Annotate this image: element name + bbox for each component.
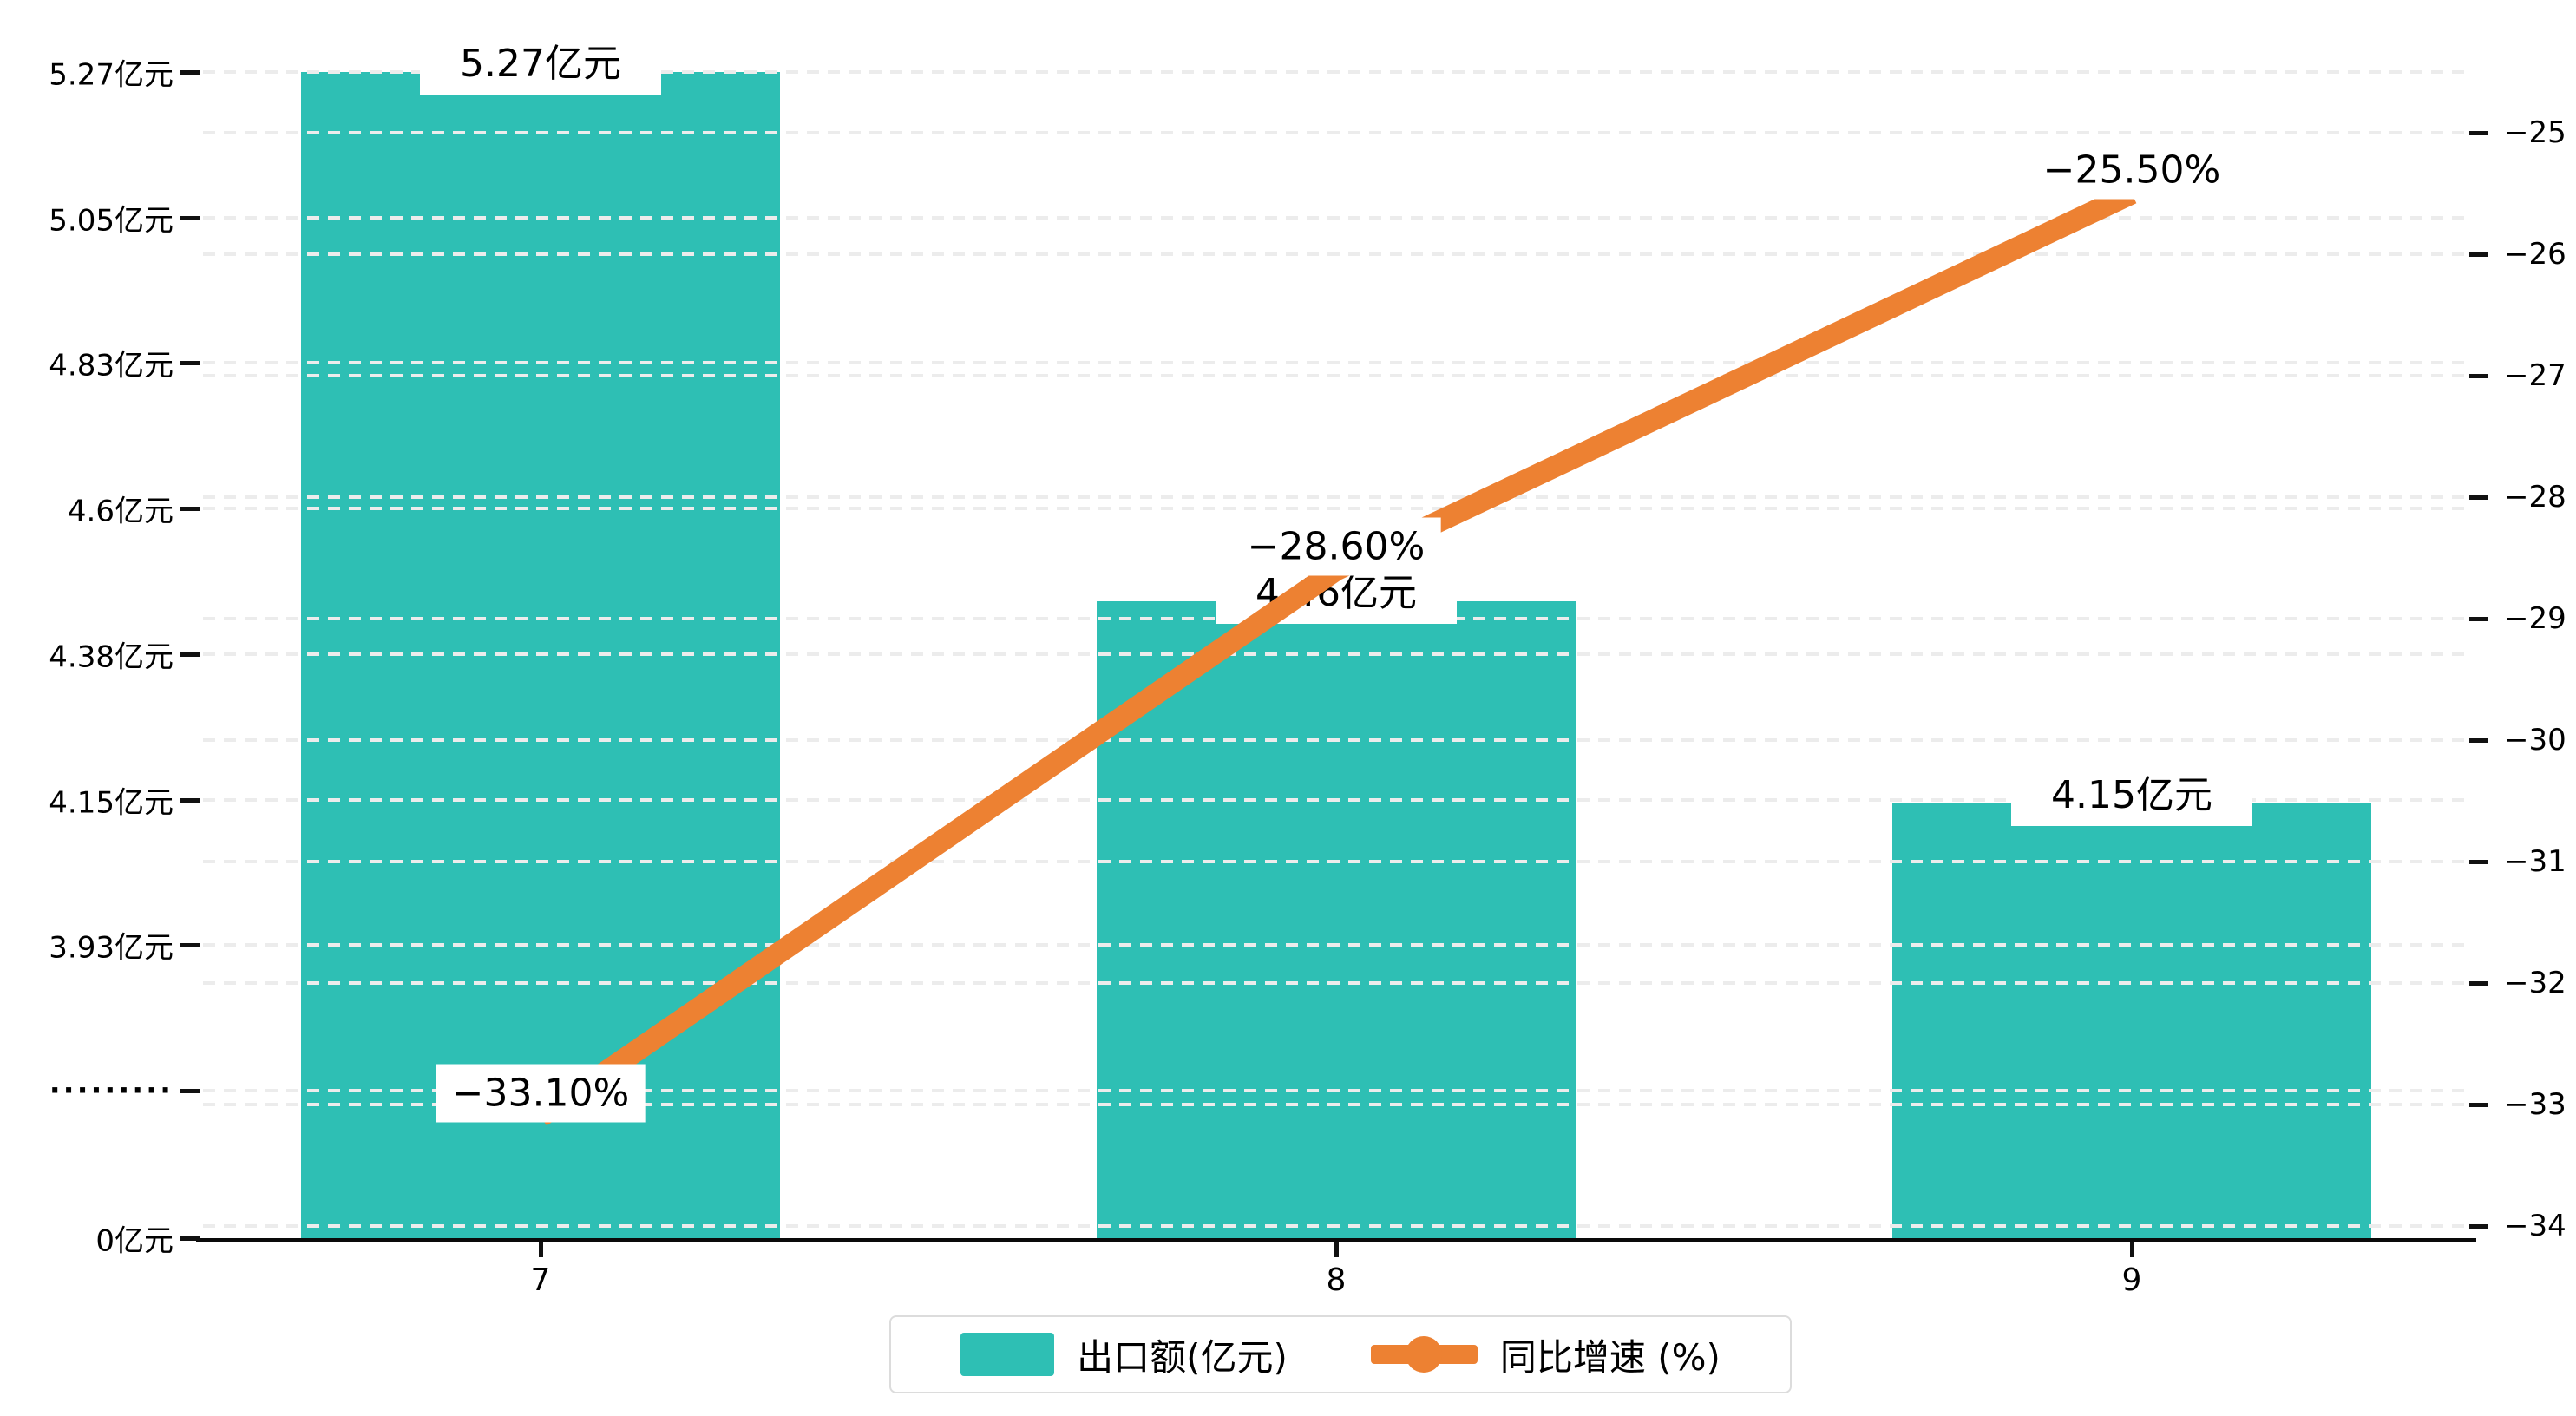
left-axis-tick xyxy=(180,507,200,511)
left-axis-tick-label: 4.6亿元 xyxy=(67,494,174,529)
right-axis-tick-label: −27 xyxy=(2504,358,2566,393)
x-axis-tick xyxy=(539,1242,543,1257)
x-axis-tick xyxy=(1334,1242,1339,1257)
left-axis-tick xyxy=(180,1236,200,1241)
bar-month-9[interactable] xyxy=(1892,803,2371,1238)
x-axis-category-label: 7 xyxy=(530,1262,551,1298)
right-axis-tick xyxy=(2469,981,2488,986)
right-axis-tick xyxy=(2469,1224,2488,1229)
right-axis-tick-label: −32 xyxy=(2504,966,2566,1000)
right-axis-tick-label: −28 xyxy=(2504,480,2566,515)
right-axis-tick xyxy=(2469,131,2488,135)
right-axis-tick-label: −30 xyxy=(2504,723,2566,757)
x-axis-tick xyxy=(2130,1242,2134,1257)
bar-month-7[interactable] xyxy=(301,72,780,1238)
right-axis-tick-label: −31 xyxy=(2504,844,2566,879)
left-axis-tick-label: 5.27亿元 xyxy=(49,57,174,93)
x-axis-category-label: 8 xyxy=(1326,1262,1347,1298)
left-axis-tick-label: 0亿元 xyxy=(95,1223,174,1259)
right-axis-tick xyxy=(2469,252,2488,257)
left-axis-tick-label: ········· xyxy=(49,1073,174,1108)
right-axis-tick-label: −26 xyxy=(2504,237,2566,272)
right-axis-tick-label: −29 xyxy=(2504,601,2566,636)
right-axis-tick xyxy=(2469,374,2488,378)
right-axis-tick-label: −33 xyxy=(2504,1087,2566,1122)
bar-swatch-icon xyxy=(960,1333,1055,1376)
right-axis-tick xyxy=(2469,617,2488,621)
left-axis-tick xyxy=(180,798,200,803)
left-axis-tick-label: 4.15亿元 xyxy=(49,785,174,821)
legend-item-label: 出口额(亿元) xyxy=(1077,1335,1288,1379)
left-axis-tick xyxy=(180,652,200,657)
right-axis-tick xyxy=(2469,860,2488,864)
left-axis-tick xyxy=(180,70,200,75)
line-value-label: −25.50% xyxy=(2027,141,2237,200)
legend-item-yoy-growth[interactable]: 同比增速 (%) xyxy=(1370,1328,1721,1381)
bar-month-8[interactable] xyxy=(1097,601,1576,1238)
left-axis-tick xyxy=(180,216,200,220)
left-axis-tick-label: 5.05亿元 xyxy=(49,203,174,239)
legend-item-label: 同比增速 (%) xyxy=(1499,1335,1721,1379)
left-axis-tick xyxy=(180,943,200,947)
left-axis-tick-label: 3.93亿元 xyxy=(49,930,174,966)
right-axis-tick xyxy=(2469,1103,2488,1107)
legend-item-export-value[interactable]: 出口额(亿元) xyxy=(960,1328,1288,1381)
line-dot-icon xyxy=(1370,1333,1478,1376)
left-axis-tick-label: 4.38亿元 xyxy=(49,639,174,675)
x-axis-category-label: 9 xyxy=(2121,1262,2142,1298)
right-axis-tick xyxy=(2469,738,2488,743)
x-axis-line xyxy=(196,1238,2476,1242)
right-axis-tick-label: −34 xyxy=(2504,1209,2566,1243)
left-axis-tick xyxy=(180,361,200,365)
left-axis-tick xyxy=(180,1089,200,1093)
left-axis-tick-label: 4.83亿元 xyxy=(49,348,174,384)
right-axis-tick xyxy=(2469,495,2488,500)
legend: 出口额(亿元) 同比增速 (%) xyxy=(889,1315,1792,1393)
right-axis-tick-label: −25 xyxy=(2504,115,2566,150)
